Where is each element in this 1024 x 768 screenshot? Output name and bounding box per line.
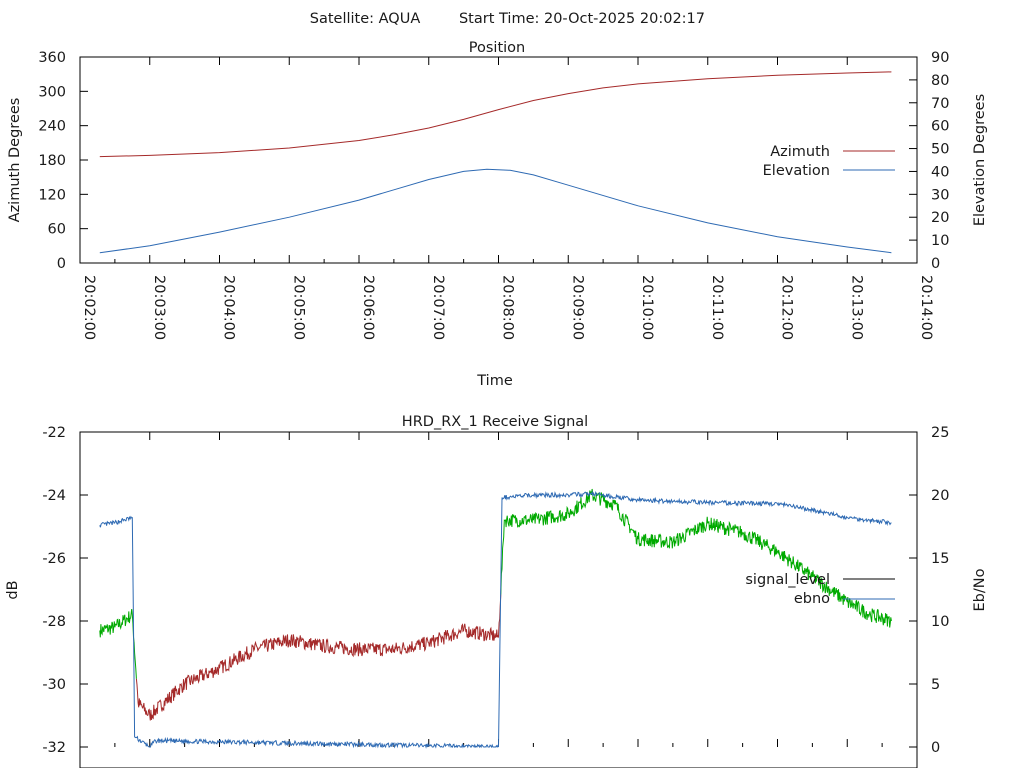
receive-signal-chart: HRD_RX_1 Receive Signal dB Eb/No -32 -30 -… (5, 414, 988, 768)
start-time-label: Start Time: 20-Oct-2025 20:02:17 (459, 11, 705, 27)
x-tick-label: 20:05:00 (290, 275, 306, 340)
x-tick-label: 20:07:00 (430, 275, 446, 340)
y-tick-label: 240 (38, 119, 66, 135)
y2-tick-label: 0 (931, 740, 940, 756)
series-signal-level-segment (99, 609, 137, 679)
x-tick-label: 20:12:00 (779, 275, 795, 340)
y2-tick-label: 20 (931, 488, 949, 504)
y-tick-label: 120 (38, 187, 66, 203)
y2-tick-label: 90 (931, 50, 949, 66)
series-azimuth-line (99, 71, 892, 158)
y2-tick-label: 25 (931, 425, 949, 441)
position-series (99, 71, 892, 254)
x-tick-label: 20:11:00 (709, 275, 725, 340)
x-tick-label: 20:06:00 (360, 275, 376, 340)
azimuth-axis-label: Azimuth Degrees (7, 98, 23, 223)
y2-tick-label: 80 (931, 73, 949, 89)
y-tick-label: 360 (38, 50, 66, 66)
y2-tick-label: 15 (931, 551, 949, 567)
receive-signal-chart-title: HRD_RX_1 Receive Signal (402, 414, 588, 430)
ebno-axis-label: Eb/No (972, 568, 988, 611)
y-tick-label: 300 (38, 84, 66, 100)
y2-tick-label: 60 (931, 119, 949, 135)
position-legend: Azimuth Elevation (763, 144, 895, 179)
time-axis-label: Time (476, 373, 513, 389)
receive-legend: signal_level ebno (745, 572, 895, 607)
x-tick-label: 20:09:00 (569, 275, 585, 340)
legend-azimuth-label: Azimuth (770, 144, 830, 160)
legend-elevation-label: Elevation (763, 163, 830, 179)
x-tick-label: 20:02:00 (81, 275, 97, 340)
series-signal-level-segment (135, 594, 502, 721)
y2-tick-label: 30 (931, 187, 949, 203)
x-tick-label: 20:10:00 (639, 275, 655, 340)
legend-signal-level-label: signal_level (745, 572, 830, 588)
x-tick-label: 20:03:00 (151, 275, 167, 340)
y-tick-label: -30 (42, 677, 66, 693)
y2-tick-label: 70 (931, 96, 949, 112)
y2-tick-label: 40 (931, 164, 949, 180)
position-chart-title: Position (469, 40, 525, 56)
series-ebno-line (99, 490, 892, 749)
satellite-label: Satellite: AQUA (310, 11, 421, 27)
y-tick-label: -32 (42, 740, 66, 756)
x-tick-label: 20:08:00 (500, 275, 516, 340)
x-tick-label: 20:13:00 (848, 275, 864, 340)
legend-ebno-label: ebno (794, 591, 830, 607)
position-axis-ticks: 0 60 120 180 240 300 360 0 10 20 30 40 50 60 70 80 90 20:… (38, 50, 949, 340)
y-tick-label: -24 (42, 488, 66, 504)
series-signal-level-segment (500, 488, 892, 628)
y2-tick-label: 50 (931, 142, 949, 158)
y2-tick-label: 20 (931, 210, 949, 226)
y-tick-label: -26 (42, 551, 66, 567)
x-tick-label: 20:04:00 (221, 275, 237, 340)
series-elevation-line (99, 168, 892, 254)
y2-tick-label: 10 (931, 233, 949, 249)
db-axis-label: dB (5, 580, 21, 599)
y-tick-label: 60 (48, 222, 66, 238)
y-tick-label: 180 (38, 153, 66, 169)
y-tick-label: -22 (42, 425, 66, 441)
y-tick-label: -28 (42, 614, 66, 630)
position-chart: Position Azimuth Degrees Elevation Degre… (7, 40, 988, 389)
y2-tick-label: 10 (931, 614, 949, 630)
y-tick-label: 0 (57, 256, 66, 272)
y2-tick-label: 5 (931, 677, 940, 693)
receive-series (99, 488, 892, 749)
x-tick-label: 20:14:00 (918, 275, 934, 340)
y2-tick-label: 0 (931, 256, 940, 272)
position-plot-frame (79, 56, 918, 264)
elevation-axis-label: Elevation Degrees (972, 94, 988, 226)
